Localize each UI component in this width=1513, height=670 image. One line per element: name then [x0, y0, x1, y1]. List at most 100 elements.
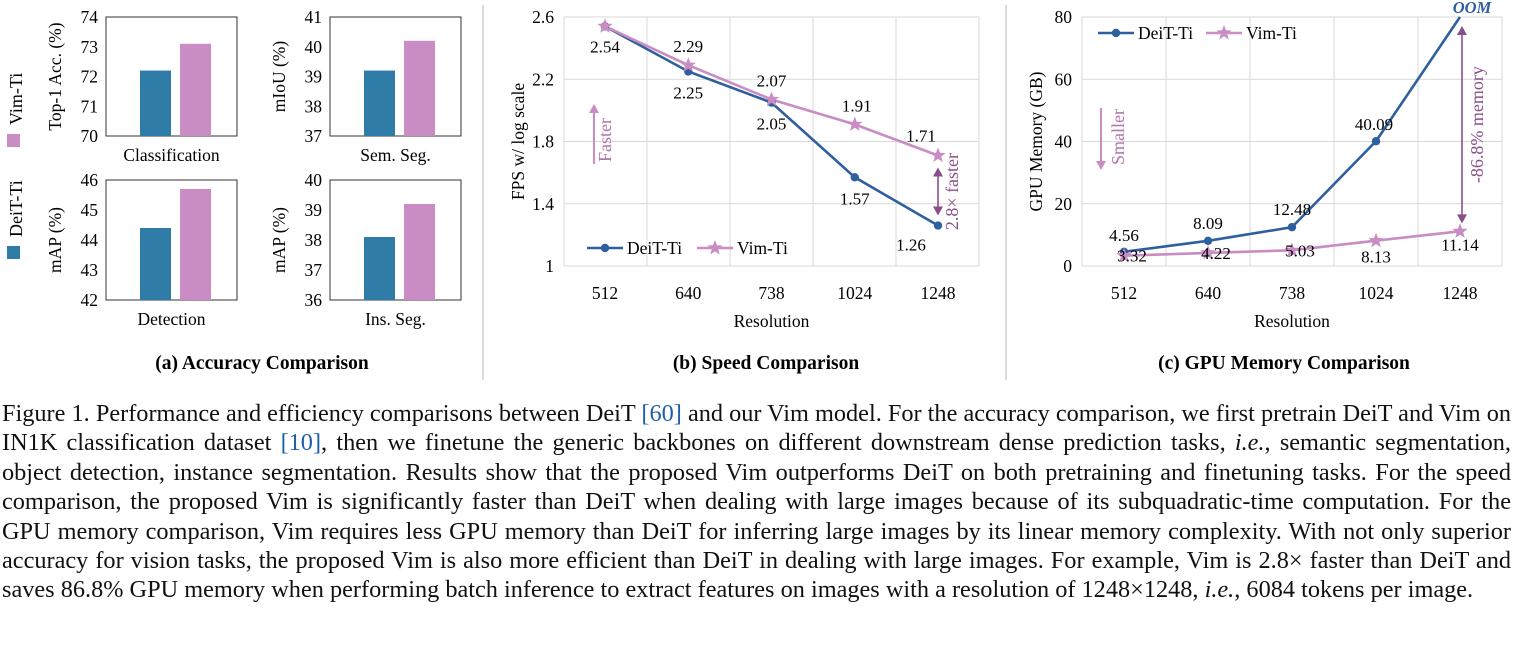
data-label-vim: 1.71	[906, 127, 936, 146]
memory-annotation: -86.8% memory	[1467, 66, 1487, 183]
bar-deit	[364, 70, 395, 136]
legend-marker-vim	[707, 240, 723, 255]
memory-range-head-bottom	[1457, 214, 1467, 224]
panel-a-title: (a) Accuracy Comparison	[155, 353, 369, 374]
y-tick-label: 2.6	[532, 7, 554, 27]
y-tick-label: 40	[305, 170, 323, 190]
legend-label-deit: DeiT-Ti	[627, 238, 682, 258]
y-tick-label: 1	[545, 256, 554, 276]
data-label-vim: 4.22	[1201, 244, 1231, 263]
bar-chart-title: Detection	[137, 309, 205, 329]
legend-marker-deit	[1111, 28, 1121, 38]
data-label-vim: 3.32	[1117, 247, 1147, 266]
caption-text-1: Figure 1. Performance and efficiency com…	[2, 400, 642, 427]
data-label-deit: 8.09	[1193, 214, 1223, 233]
y-axis-label: FPS w/ log scale	[508, 83, 528, 200]
x-tick-label: 640	[1195, 283, 1222, 303]
legend-label-vim: Vim-Ti	[6, 73, 26, 125]
figure-1: Vim-Ti DeiT-Ti 70 71 72 73 74 Top-1 Acc. (%) C…	[6, 0, 1503, 380]
y-tick-label: 72	[81, 67, 99, 87]
memory-line-chart: 0 20 40 60 80 512 640 738 1024 1248 Resolution GPU …	[1026, 0, 1503, 331]
accuracy-bar-charts: 70 71 72 73 74 Top-1 Acc. (%) Classification 37…	[45, 7, 462, 329]
x-tick-label: 738	[758, 283, 785, 303]
x-tick-label: 512	[592, 283, 618, 303]
figure-caption: Figure 1. Performance and efficiency com…	[2, 399, 1511, 605]
legend-label-deit: DeiT-Ti	[1138, 23, 1193, 43]
data-label-deit: 4.56	[1109, 226, 1139, 245]
bar-vim	[404, 204, 435, 300]
legend-label-deit: DeiT-Ti	[6, 180, 26, 237]
data-label-vim: 5.03	[1285, 241, 1315, 260]
y-tick-label: 44	[81, 230, 99, 250]
x-tick-label: 738	[1279, 283, 1306, 303]
caption-text-4: , semantic segmentation, object detectio…	[2, 429, 1511, 604]
point-vim	[1116, 247, 1132, 263]
y-tick-label: 45	[81, 200, 99, 220]
y-tick-label: 80	[1055, 7, 1073, 27]
y-tick-label: 60	[1055, 69, 1073, 89]
panel-a-legend: Vim-Ti DeiT-Ti	[6, 73, 26, 259]
point-vim	[930, 147, 946, 162]
y-tick-label: 39	[305, 200, 323, 220]
point-deit	[850, 173, 859, 182]
legend-label-vim: Vim-Ti	[737, 238, 788, 258]
y-tick-label: 74	[81, 7, 99, 27]
bar-chart-frame	[105, 16, 238, 137]
speedup-annotation: 2.8× faster	[942, 153, 962, 230]
bar-deit	[140, 70, 171, 136]
y-tick-label: 43	[81, 260, 99, 280]
panel-c-title: (c) GPU Memory Comparison	[1158, 353, 1410, 374]
point-vim	[1452, 223, 1468, 238]
data-label-vim: 11.14	[1441, 235, 1479, 254]
citation-link-in1k[interactable]: [10]	[280, 429, 322, 457]
faster-arrow-head	[589, 104, 599, 113]
bar-chart-detection: 42 43 44 45 46 mAP (%) Detection	[45, 170, 238, 329]
point-vim	[1284, 242, 1300, 257]
x-axis-label: Resolution	[734, 311, 810, 331]
bar-chart-semseg: 37 38 39 40 41 mIoU (%) Sem. Seg.	[269, 7, 462, 165]
data-label-deit: 2.05	[757, 115, 787, 134]
bar-chart-title: Ins. Seg.	[365, 309, 426, 329]
point-vim	[763, 91, 780, 106]
data-label-deit: 12.48	[1273, 200, 1311, 219]
memory-range-head-top	[1457, 26, 1467, 35]
legend-marker-vim	[1216, 25, 1232, 40]
caption-text-3: , then we finetune the generic backbones…	[321, 429, 1235, 457]
bar-deit	[364, 237, 395, 300]
caption-ie-1: i.e.	[1234, 429, 1265, 457]
y-tick-label: 70	[81, 126, 99, 146]
y-tick-label: 2.2	[532, 69, 554, 89]
y-tick-label: 73	[81, 37, 99, 57]
y-tick-label: 20	[1055, 194, 1073, 214]
citation-link-deit[interactable]: [60]	[641, 400, 682, 427]
data-label-deit: 40.09	[1355, 115, 1393, 134]
x-tick-label: 1024	[1359, 283, 1394, 303]
y-tick-label: 46	[81, 170, 99, 190]
y-tick-label: 37	[305, 126, 323, 146]
caption-text-2: and our Vim model. For the accuracy comp…	[2, 400, 1511, 457]
caption-ie-2: i.e.	[1204, 576, 1235, 604]
faster-label: Faster	[595, 118, 615, 162]
bar-vim	[404, 40, 435, 136]
bar-deit	[140, 228, 171, 300]
point-deit	[1371, 137, 1381, 146]
speed-line-chart: 1 1.4 1.8 2.2 2.6 512 640 738 1024 1248 Resolution…	[508, 7, 980, 331]
y-tick-label: 38	[305, 230, 323, 250]
x-tick-label: 1024	[837, 283, 872, 303]
y-tick-label: 71	[81, 96, 99, 116]
x-tick-label: 1248	[1443, 283, 1478, 303]
y-axis-label: mIoU (%)	[269, 41, 289, 113]
y-axis-label: mAP (%)	[269, 207, 289, 273]
point-deit	[1203, 236, 1213, 246]
bar-chart-title: Sem. Seg.	[360, 145, 431, 165]
bar-chart-frame	[105, 179, 238, 301]
y-axis-label: Top-1 Acc. (%)	[45, 22, 65, 130]
y-tick-label: 38	[305, 96, 323, 116]
y-tick-label: 36	[305, 290, 323, 310]
point-deit	[1287, 222, 1297, 232]
y-axis-label: GPU Memory (GB)	[1026, 71, 1046, 211]
y-tick-label: 41	[305, 7, 323, 27]
point-vim	[597, 18, 613, 33]
data-label-deit: 1.57	[840, 189, 870, 208]
smaller-arrow-head	[1096, 161, 1106, 170]
